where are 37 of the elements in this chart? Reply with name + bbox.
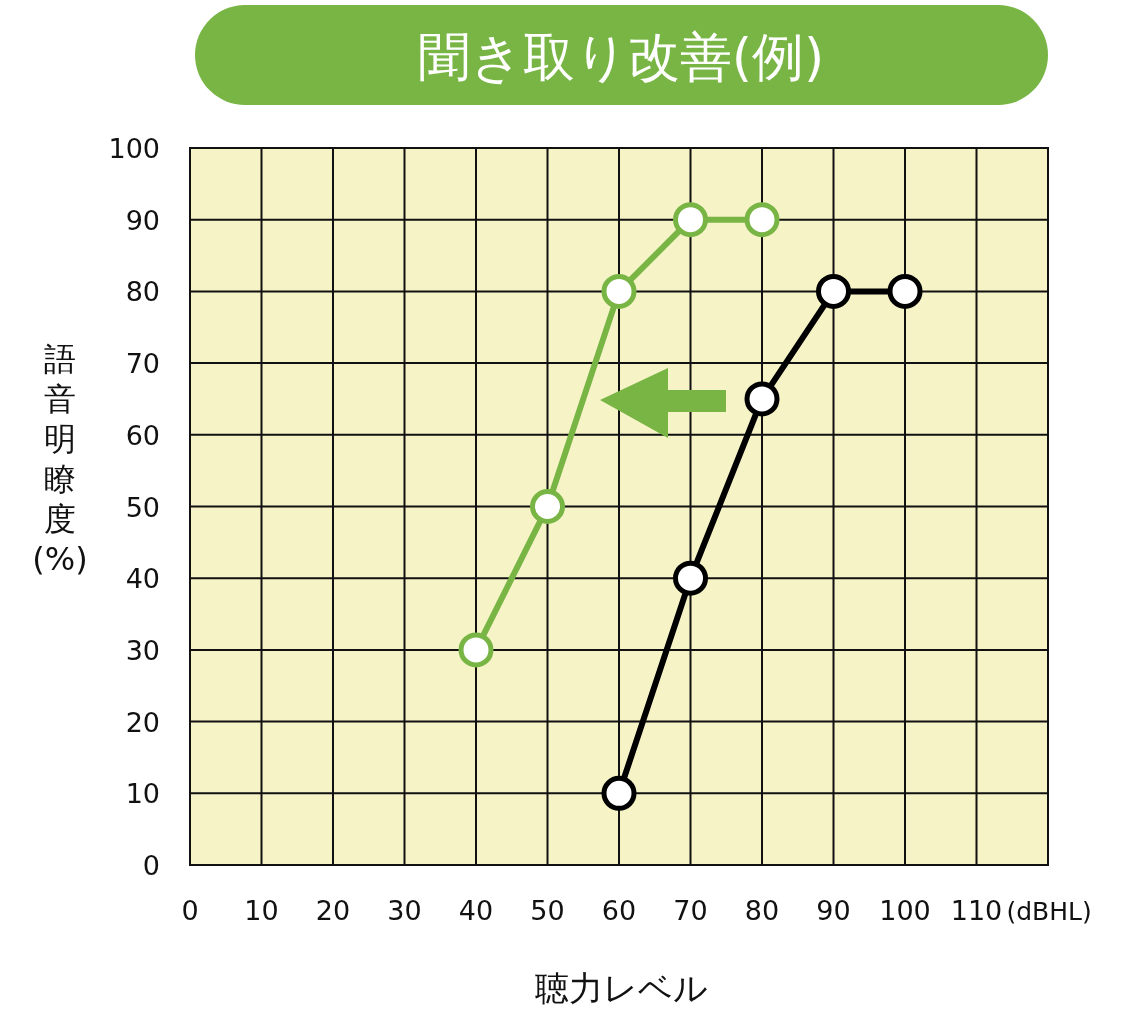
x-tick-label: 90 <box>816 895 851 926</box>
x-axis-title: 聴力レベル <box>534 968 708 1008</box>
y-tick-label: 80 <box>125 276 160 308</box>
point <box>673 560 708 596</box>
point <box>673 202 708 238</box>
point <box>530 489 565 524</box>
y-tick-label: 30 <box>125 634 160 666</box>
x-tick-label: 60 <box>601 895 637 926</box>
x-tick-label: 20 <box>315 895 351 926</box>
x-tick-label: 50 <box>530 895 565 926</box>
point <box>744 202 780 238</box>
y-tick-label: 0 <box>142 850 160 881</box>
x-tick-label: 70 <box>673 895 708 926</box>
text: (dBHL) <box>1006 897 1092 926</box>
x-tick-label: 40 <box>458 895 494 926</box>
y-tick-label: 20 <box>125 706 160 738</box>
x-tick-label: 100 <box>879 895 931 926</box>
point <box>744 381 780 417</box>
x-tick-label: 80 <box>744 895 780 926</box>
y-axis-title: 語音明瞭度(%) <box>32 340 88 578</box>
x-tick-label: 110 <box>950 895 1003 926</box>
y-tick-label: 10 <box>125 778 160 810</box>
y-tick-label: 100 <box>108 133 160 164</box>
x-tick-label: 10 <box>244 895 279 926</box>
y-tick-label: 70 <box>125 348 160 380</box>
x-tick-label: 30 <box>387 895 422 926</box>
point <box>816 273 851 309</box>
point <box>458 632 494 668</box>
y-tick-label: 90 <box>125 204 160 236</box>
point <box>601 775 637 811</box>
point <box>887 273 923 309</box>
y-tick-label: 40 <box>125 563 160 595</box>
y-tick-label: 60 <box>125 419 160 451</box>
x-tick-label: 0 <box>181 895 199 926</box>
y-tick-label: 50 <box>125 491 160 523</box>
point <box>601 273 637 309</box>
chart-title: 聞き取り改善(例) <box>417 27 825 87</box>
